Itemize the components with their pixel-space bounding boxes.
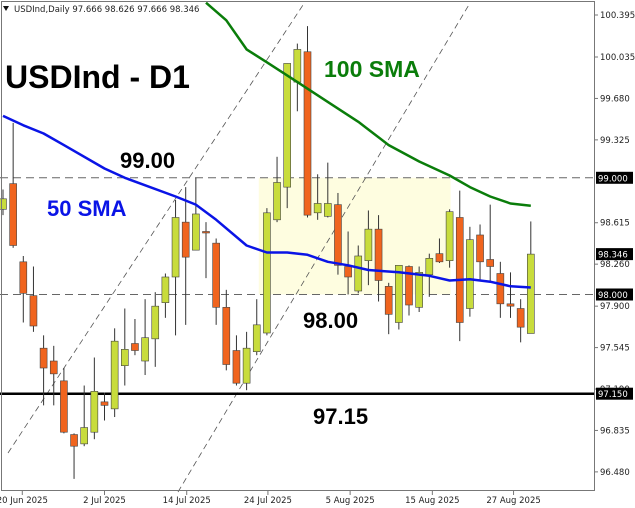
candle-bull <box>283 63 292 188</box>
candle-bear <box>222 307 231 365</box>
channel-line-lower <box>177 2 471 493</box>
candle-bull <box>313 203 322 214</box>
price-label: 98.346 <box>598 251 628 261</box>
candle-bull <box>121 349 129 366</box>
candle-bear <box>131 343 139 351</box>
candle-bull <box>151 305 160 340</box>
candle-bear <box>384 286 393 315</box>
price-label-bg <box>596 288 633 301</box>
candle-bear <box>455 217 464 323</box>
price-label-bg <box>596 171 633 184</box>
sma100-label: 100 SMA <box>324 56 420 82</box>
x-tick-label: 20 Jun 2025 <box>0 496 48 506</box>
candle-bull <box>293 49 302 83</box>
candle-bull <box>415 272 423 308</box>
candle-bull <box>0 198 7 210</box>
level-99-label: 99.00 <box>120 148 175 173</box>
candle-bull <box>354 255 363 292</box>
candle-bear <box>516 308 525 328</box>
candle-bear <box>232 350 241 384</box>
y-tick-label: 99.325 <box>600 136 630 146</box>
x-tick-label: 14 Jul 2025 <box>163 496 211 506</box>
y-tick-label: 98.615 <box>600 219 630 229</box>
x-tick-label: 2 Jul 2025 <box>83 496 126 506</box>
symbol-info: USDInd,Daily 97.666 98.626 97.666 98.346 <box>14 5 199 15</box>
candle-bear <box>506 303 515 307</box>
candle-bear <box>303 51 312 216</box>
candle-bull <box>252 324 261 352</box>
candle-bear <box>49 360 58 375</box>
y-tick-label: 97.900 <box>600 302 630 312</box>
price-label: 98.000 <box>598 291 628 301</box>
level-98-label: 98.00 <box>303 308 358 333</box>
candle-bear <box>202 231 210 234</box>
candle-bull <box>395 265 403 323</box>
sma50-line <box>2 114 531 289</box>
x-tick-label: 5 Aug 2025 <box>326 496 375 506</box>
candle-bear <box>374 228 383 281</box>
candle-bear <box>435 253 444 263</box>
plot-frame <box>1 1 595 491</box>
candle-bull <box>110 340 119 410</box>
candle-bear <box>181 221 190 258</box>
candle-bear <box>60 380 68 433</box>
price-label-bg <box>596 387 633 400</box>
y-tick-label: 99.680 <box>600 94 630 104</box>
candle-bear <box>405 266 413 306</box>
candle-bear <box>29 295 38 327</box>
candle-bull <box>273 182 281 221</box>
candle-bear <box>476 234 484 263</box>
candle-bull <box>425 258 434 275</box>
x-tick-label: 27 Aug 2025 <box>486 496 540 506</box>
candle-bear <box>486 259 495 267</box>
candle-bull <box>171 217 180 278</box>
candle-bull <box>90 391 99 433</box>
candle-bull <box>192 213 200 251</box>
y-tick-label: 100.395 <box>600 11 635 21</box>
level-9715-label: 97.15 <box>313 404 368 429</box>
chart-title: USDInd - D1 <box>5 59 190 95</box>
x-tick-label: 24 Jul 2025 <box>244 496 292 506</box>
candle-bull <box>466 239 474 309</box>
candle-bull <box>323 203 332 217</box>
candle-bull <box>242 347 251 384</box>
y-tick-label: 100.035 <box>600 53 635 63</box>
candle-bear <box>19 261 28 294</box>
candle-bull <box>526 253 535 334</box>
y-tick-label: 98.260 <box>600 260 630 270</box>
sma50-label: 50 SMA <box>47 196 127 221</box>
candle-bear <box>334 204 342 266</box>
y-tick-label: 96.480 <box>600 468 630 478</box>
candle-bear <box>70 434 78 447</box>
x-tick-label: 15 Aug 2025 <box>405 496 459 506</box>
sma100-line <box>205 1 531 208</box>
y-tick-label: 97.545 <box>600 344 630 354</box>
candle-bull <box>263 212 271 334</box>
candle-bear <box>344 266 352 278</box>
candle-bull <box>445 211 454 261</box>
candle-bear <box>39 347 48 369</box>
candle-bull <box>80 427 88 445</box>
candle-bear <box>212 242 220 308</box>
candle-bull <box>141 337 149 362</box>
candle-bear <box>496 273 505 305</box>
candle-bull <box>364 228 373 261</box>
candle-bull <box>161 276 170 303</box>
dropdown-triangle-icon[interactable] <box>3 6 9 11</box>
price-label: 99.000 <box>598 174 628 184</box>
candle-bear <box>100 401 109 406</box>
y-tick-label: 96.835 <box>600 426 630 436</box>
price-label: 97.150 <box>598 390 628 400</box>
candle-bear <box>9 183 17 246</box>
price-label-bg <box>596 248 633 261</box>
